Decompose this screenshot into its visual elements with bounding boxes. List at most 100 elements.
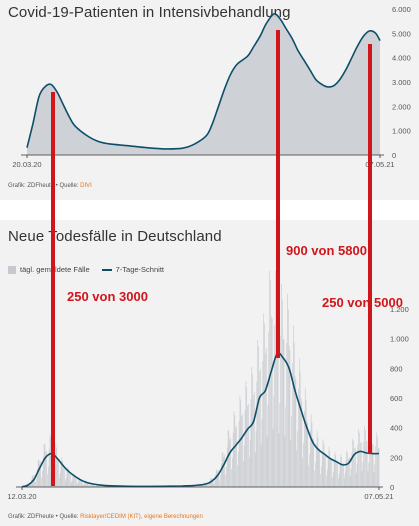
source-link-risklayer[interactable]: Risklayer/CEDIM (KIT), eigene Berechnung… <box>80 514 203 520</box>
daily-cases-bar <box>206 482 208 487</box>
daily-cases-bar <box>360 442 361 487</box>
daily-cases-bar <box>325 453 326 487</box>
daily-cases-bar <box>295 378 297 487</box>
daily-cases-bar <box>345 460 347 487</box>
daily-cases-bar <box>242 414 243 487</box>
daily-cases-bar <box>349 457 350 487</box>
daily-cases-bar <box>40 461 41 487</box>
daily-cases-bar <box>95 485 97 487</box>
icu-y-tick-label: 6.000 <box>392 5 411 14</box>
daily-cases-bar <box>355 472 357 487</box>
daily-cases-bar <box>240 400 242 487</box>
daily-cases-bar <box>334 451 336 487</box>
daily-cases-bar <box>321 451 323 487</box>
daily-cases-bar <box>49 434 51 487</box>
daily-cases-bar <box>209 481 210 487</box>
daily-cases-bar <box>333 460 335 487</box>
daily-cases-bar <box>85 481 86 487</box>
daily-cases-bar <box>58 458 59 487</box>
daily-cases-bar <box>57 457 58 487</box>
icu-line <box>26 12 381 150</box>
daily-cases-bar <box>283 339 285 487</box>
daily-cases-bar <box>336 461 337 487</box>
daily-cases-bar <box>48 448 50 487</box>
daily-cases-bar <box>360 442 362 487</box>
icu-chart-title: Covid-19-Patienten in Intensivbehandlung <box>8 4 291 21</box>
daily-cases-bar <box>226 466 227 487</box>
daily-cases-bar <box>344 472 346 487</box>
daily-cases-bar <box>82 485 84 487</box>
daily-cases-bar <box>205 483 207 487</box>
daily-cases-bar <box>35 482 36 487</box>
deaths-x-tick-label: 07.05.21 <box>364 492 393 501</box>
daily-cases-bar <box>376 432 377 487</box>
daily-cases-bar <box>338 478 339 487</box>
daily-cases-bar <box>212 478 214 487</box>
daily-cases-bar <box>306 420 308 488</box>
daily-cases-bar <box>265 348 267 487</box>
daily-cases-bar <box>231 469 232 487</box>
daily-cases-bar <box>297 431 298 487</box>
daily-cases-bar <box>276 289 277 487</box>
daily-cases-bar <box>65 477 67 487</box>
daily-cases-bar <box>213 483 214 487</box>
daily-cases-bar <box>293 325 294 487</box>
daily-cases-bar <box>88 485 90 487</box>
daily-cases-bar <box>338 473 340 487</box>
daily-cases-bar <box>47 474 48 487</box>
daily-cases-bar <box>89 485 91 487</box>
daily-cases-bar <box>356 464 358 487</box>
daily-cases-bar <box>78 479 80 487</box>
daily-cases-bar <box>324 452 326 487</box>
daily-cases-bar <box>285 407 287 487</box>
daily-cases-bar <box>375 446 376 487</box>
annotation-peak2: 900 von 5800 <box>286 243 367 258</box>
icu-chart-source: Grafik: ZDFheute • Quelle: DIVI <box>8 183 92 189</box>
daily-cases-bar <box>314 470 315 487</box>
daily-cases-bar <box>310 430 311 487</box>
daily-cases-bar <box>326 475 327 487</box>
daily-cases-bar <box>282 300 283 487</box>
daily-cases-bar <box>235 427 236 487</box>
daily-cases-bar <box>249 439 251 487</box>
daily-cases-bar <box>357 445 359 487</box>
daily-cases-bar <box>287 293 288 487</box>
icu-x-tick-label: 07.05.21 <box>365 160 394 169</box>
daily-cases-bar <box>236 426 237 487</box>
daily-cases-bar <box>353 440 354 487</box>
daily-cases-bar <box>371 432 372 487</box>
daily-cases-bar <box>337 462 338 487</box>
daily-cases-bar <box>276 331 278 488</box>
daily-cases-bar <box>214 481 215 487</box>
daily-cases-bar <box>348 458 349 487</box>
daily-cases-bar <box>70 474 71 487</box>
daily-cases-bar <box>208 484 209 487</box>
daily-cases-bar <box>327 456 329 487</box>
source-link-divi[interactable]: DIVI <box>80 183 92 189</box>
daily-cases-bar <box>335 454 337 487</box>
daily-cases-bar <box>279 403 281 487</box>
daily-cases-bar <box>190 486 192 487</box>
daily-cases-bar <box>284 435 286 487</box>
daily-cases-bar <box>347 452 348 487</box>
icu-y-tick-label: 5.000 <box>392 29 411 38</box>
daily-cases-bar <box>354 448 355 487</box>
daily-cases-bar <box>368 462 370 487</box>
daily-cases-bar <box>364 425 365 487</box>
daily-cases-bar <box>69 473 70 487</box>
daily-cases-bar <box>246 386 248 487</box>
daily-cases-bar <box>244 409 246 487</box>
daily-cases-bar <box>222 452 224 487</box>
deaths-y-tick-label: 1.000 <box>390 335 409 344</box>
daily-cases-bar <box>86 482 87 487</box>
daily-cases-bar <box>63 467 64 487</box>
icu-y-tick-label: 1.000 <box>392 127 411 136</box>
deaths-chart-title: Neue Todesfälle in Deutschland <box>8 228 222 245</box>
daily-cases-bar <box>64 468 65 487</box>
deaths-x-tick-label: 12.03.20 <box>7 492 36 501</box>
daily-cases-bar <box>202 485 203 487</box>
daily-cases-bar <box>104 485 106 487</box>
daily-cases-bar <box>298 358 300 487</box>
daily-cases-bar <box>241 415 242 487</box>
daily-cases-bar <box>29 485 30 487</box>
